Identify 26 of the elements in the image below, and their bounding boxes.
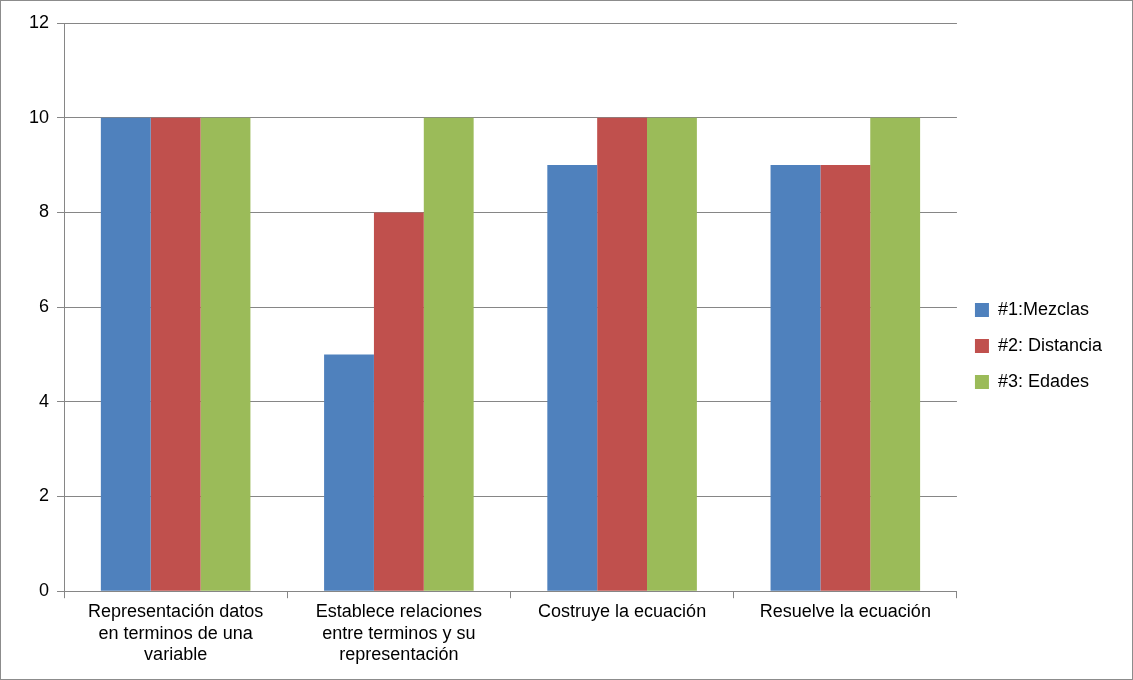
bar [597, 117, 648, 591]
bar [150, 117, 201, 591]
x-tick-label: Establece relaciones entre terminos y su representación [315, 600, 482, 665]
bar [324, 354, 374, 591]
legend-label: #2: Distancia [997, 334, 1103, 355]
bar [100, 117, 151, 591]
y-tick-label: 10 [28, 106, 50, 127]
bar [647, 117, 697, 591]
y-tick-label: 8 [39, 201, 50, 222]
bar [373, 212, 424, 591]
y-tick-label: 2 [39, 485, 50, 506]
x-tick-label: Resuelve la ecuación [759, 600, 931, 621]
y-tick-label: 6 [39, 296, 50, 317]
y-tick-label: 0 [39, 580, 50, 601]
bar [423, 117, 474, 591]
x-tick-label: Representación datos en terminos de una variable [88, 600, 264, 665]
bar [770, 165, 821, 591]
legend-label: #1:Mezclas [997, 298, 1089, 319]
y-tick-label: 12 [28, 11, 50, 32]
bar [547, 165, 598, 591]
bar [200, 117, 251, 591]
x-tick-label: Costruye la ecuación [538, 600, 707, 621]
y-tick-label: 4 [39, 390, 50, 411]
legend-label: #3: Edades [997, 370, 1090, 391]
bar [820, 165, 871, 591]
bar [870, 117, 921, 591]
